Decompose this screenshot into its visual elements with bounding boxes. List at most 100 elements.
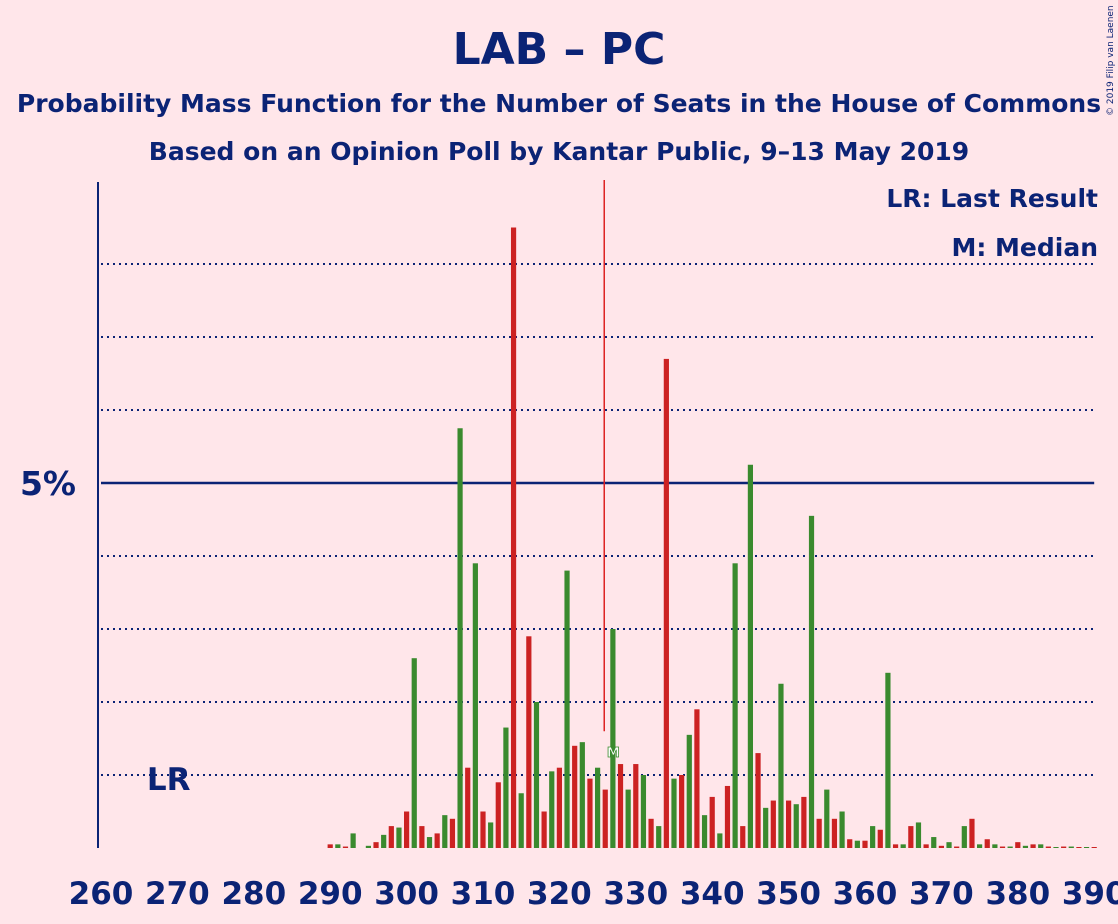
bar-pc-353	[808, 515, 815, 848]
bar-pc-365	[900, 844, 906, 848]
x-tick-label: 390	[1062, 876, 1118, 912]
bar-pc-343	[732, 563, 738, 848]
bar-pc-385	[1053, 847, 1059, 848]
bar-lab-356	[831, 818, 838, 848]
bar-lab-386	[1061, 846, 1067, 848]
bar-pc-321	[564, 570, 570, 848]
bar-lab-336	[679, 775, 685, 848]
bar-lab-384	[1045, 846, 1051, 848]
bar-lab-380	[1015, 842, 1021, 848]
bar-pc-363	[885, 672, 891, 848]
bar-lab-312	[495, 782, 501, 848]
x-tick-label: 360	[833, 876, 898, 912]
bar-pc-361	[870, 826, 876, 848]
bar-lab-310	[480, 811, 486, 848]
bar-pc-379	[1007, 846, 1013, 848]
copyright-note: © 2019 Filip van Laenen	[1106, 5, 1116, 116]
bar-lab-332	[648, 818, 654, 848]
bar-lab-290	[327, 844, 333, 848]
bar-pc-303	[426, 837, 433, 848]
bar-lab-326	[602, 789, 608, 848]
x-tick-label: 290	[298, 876, 363, 912]
bar-pc-381	[1022, 845, 1029, 848]
bar-pc-377	[992, 844, 998, 848]
bar-lab-382	[1030, 844, 1036, 848]
bar-pc-327	[610, 629, 616, 848]
bar-pc-301	[411, 658, 417, 848]
bar-lab-330	[633, 764, 639, 848]
legend-last-result: LR: Last Result	[886, 184, 1098, 213]
bar-lab-346	[755, 753, 761, 848]
bar-pc-295	[365, 845, 371, 848]
bar-lab-340	[709, 796, 715, 848]
bar-lab-364	[892, 844, 899, 848]
bar-pc-373	[961, 826, 967, 848]
bar-pc-333	[656, 826, 662, 848]
bar-pc-339	[701, 815, 708, 848]
bar-lab-376	[984, 839, 990, 848]
bar-pc-345	[747, 464, 753, 848]
bar-lab-316	[526, 636, 532, 848]
x-tick-label: 300	[374, 876, 439, 912]
bar-lab-324	[587, 778, 593, 848]
bar-lab-328	[617, 764, 624, 848]
bar-lab-314	[510, 227, 517, 848]
x-tick-label: 270	[145, 876, 210, 912]
bar-pc-329	[625, 789, 631, 848]
bar-pc-305	[442, 815, 448, 848]
bar-lab-296	[373, 842, 379, 848]
bar-pc-309	[472, 563, 478, 848]
bar-lab-304	[434, 833, 440, 848]
bar-pc-371	[946, 842, 952, 848]
bar-lab-372	[954, 846, 960, 848]
bar-pc-299	[396, 827, 402, 848]
bar-lab-300	[404, 811, 410, 848]
x-tick-label: 380	[985, 876, 1050, 912]
bar-pc-347	[763, 807, 769, 848]
x-tick-label: 260	[69, 876, 134, 912]
bar-pc-349	[778, 683, 784, 848]
bar-pc-293	[350, 833, 356, 848]
bar-lab-344	[740, 826, 746, 848]
bar-pc-307	[457, 428, 463, 848]
bar-pc-357	[839, 811, 845, 848]
bar-lab-334	[663, 358, 669, 848]
bar-pc-359	[854, 840, 860, 848]
bar-lab-368	[923, 844, 929, 848]
bar-pc-311	[488, 822, 494, 848]
bar-pc-383	[1038, 844, 1044, 848]
bar-pc-375	[977, 844, 983, 848]
bar-pc-335	[671, 778, 677, 848]
x-tick-label: 330	[603, 876, 668, 912]
bar-pc-319	[549, 771, 555, 848]
bar-pc-337	[686, 734, 692, 848]
chart-subtitle: Probability Mass Function for the Number…	[16, 89, 1102, 118]
bar-pc-369	[931, 837, 937, 848]
bar-pc-313	[503, 727, 509, 848]
bar-lab-348	[770, 800, 776, 848]
bar-lab-318	[541, 811, 547, 848]
bar-lab-354	[816, 818, 822, 848]
bar-lab-370	[938, 845, 944, 848]
bar-lab-308	[465, 767, 471, 848]
bar-pc-351	[793, 804, 799, 848]
bar-pc-323	[579, 742, 585, 848]
bar-lab-338	[694, 709, 700, 848]
bar-lab-292	[342, 846, 349, 848]
bar-lab-306	[449, 818, 456, 848]
x-tick-label: 370	[909, 876, 974, 912]
bar-lab-342	[724, 785, 731, 848]
bar-pc-341	[717, 833, 723, 848]
bar-lab-298	[388, 826, 394, 848]
bar-pc-387	[1068, 846, 1074, 848]
bar-lab-378	[999, 846, 1006, 848]
bar-pc-317	[533, 702, 540, 848]
bar-pc-389	[1083, 847, 1090, 848]
bar-lab-302	[419, 826, 425, 848]
bar-lab-374	[969, 818, 975, 848]
chart-title: LAB – PC	[452, 24, 666, 75]
bar-pc-331	[640, 775, 647, 848]
copyright-text: © 2019 Filip van Laenen	[1106, 5, 1116, 116]
bar-pc-297	[381, 834, 387, 848]
